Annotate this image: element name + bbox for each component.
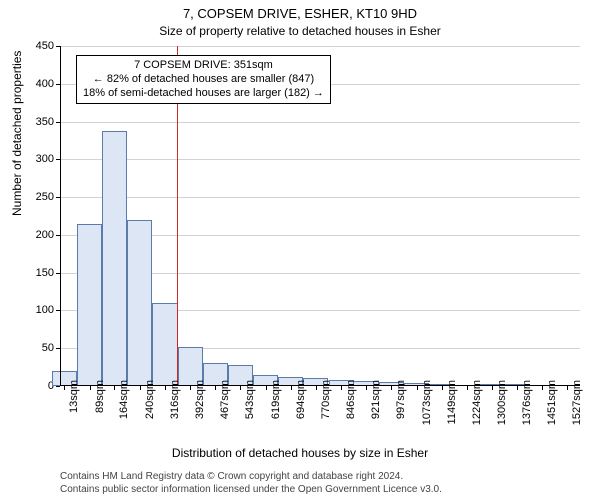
x-tick-label: 1073sqm bbox=[421, 380, 433, 425]
x-tick-mark bbox=[90, 386, 91, 390]
y-tick-label: 400 bbox=[20, 78, 54, 90]
x-tick-label: 1376sqm bbox=[521, 380, 533, 425]
x-axis-label: Distribution of detached houses by size … bbox=[0, 446, 600, 460]
x-tick-mark bbox=[567, 386, 568, 390]
y-tick-label: 350 bbox=[20, 116, 54, 128]
x-tick-mark bbox=[341, 386, 342, 390]
histogram-bar bbox=[127, 220, 152, 386]
x-tick-mark bbox=[316, 386, 317, 390]
histogram-bar bbox=[152, 303, 177, 386]
annotation-line-1: 7 COPSEM DRIVE: 351sqm bbox=[83, 59, 324, 73]
x-tick-mark bbox=[492, 386, 493, 390]
x-tick-mark bbox=[64, 386, 65, 390]
y-tick-label: 150 bbox=[20, 267, 54, 279]
x-tick-mark bbox=[266, 386, 267, 390]
x-tick-mark bbox=[442, 386, 443, 390]
annotation-box: 7 COPSEM DRIVE: 351sqm ← 82% of detached… bbox=[76, 55, 331, 104]
x-tick-mark bbox=[240, 386, 241, 390]
chart-title: 7, COPSEM DRIVE, ESHER, KT10 9HD bbox=[0, 0, 600, 22]
chart-container: 7, COPSEM DRIVE, ESHER, KT10 9HD Size of… bbox=[0, 0, 600, 500]
x-tick-mark bbox=[366, 386, 367, 390]
chart-subtitle: Size of property relative to detached ho… bbox=[0, 22, 600, 38]
gridline bbox=[60, 122, 580, 123]
x-axis-line bbox=[60, 385, 580, 386]
y-tick-label: 450 bbox=[20, 40, 54, 52]
y-tick-label: 200 bbox=[20, 229, 54, 241]
y-tick-label: 50 bbox=[20, 342, 54, 354]
x-tick-mark bbox=[391, 386, 392, 390]
chart-footer: Contains HM Land Registry data © Crown c… bbox=[60, 471, 442, 496]
y-tick-mark bbox=[56, 386, 60, 387]
y-tick-label: 100 bbox=[20, 304, 54, 316]
histogram-bar bbox=[77, 224, 102, 386]
x-tick-label: 1149sqm bbox=[446, 380, 458, 424]
x-tick-mark bbox=[542, 386, 543, 390]
gridline bbox=[60, 159, 580, 160]
x-tick-mark bbox=[165, 386, 166, 390]
annotation-line-2: ← 82% of detached houses are smaller (84… bbox=[83, 73, 324, 87]
x-tick-mark bbox=[215, 386, 216, 390]
y-tick-label: 0 bbox=[20, 380, 54, 392]
y-axis-line bbox=[60, 46, 61, 386]
x-tick-mark bbox=[190, 386, 191, 390]
x-tick-mark bbox=[140, 386, 141, 390]
x-tick-mark bbox=[517, 386, 518, 390]
x-tick-label: 1300sqm bbox=[496, 380, 508, 425]
annotation-line-3: 18% of semi-detached houses are larger (… bbox=[83, 87, 324, 101]
histogram-bar bbox=[102, 131, 127, 386]
y-tick-label: 300 bbox=[20, 153, 54, 165]
x-tick-mark bbox=[291, 386, 292, 390]
x-tick-mark bbox=[114, 386, 115, 390]
footer-line-1: Contains HM Land Registry data © Crown c… bbox=[60, 471, 442, 484]
x-tick-label: 1527sqm bbox=[571, 380, 583, 425]
footer-line-2: Contains public sector information licen… bbox=[60, 484, 442, 497]
x-tick-label: 1451sqm bbox=[546, 380, 558, 425]
x-tick-mark bbox=[417, 386, 418, 390]
x-tick-mark bbox=[467, 386, 468, 390]
y-tick-label: 250 bbox=[20, 191, 54, 203]
gridline bbox=[60, 46, 580, 47]
gridline bbox=[60, 197, 580, 198]
x-tick-label: 1224sqm bbox=[471, 380, 483, 425]
